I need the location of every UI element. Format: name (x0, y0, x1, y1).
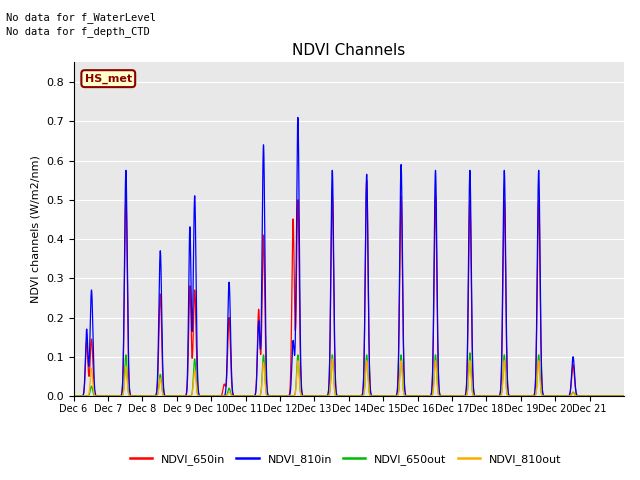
NDVI_650out (70, 393, 77, 399)
NDVI_650out (419, 393, 427, 399)
NDVI_650out (466, 350, 474, 356)
NDVI_810out (508, 393, 515, 399)
NDVI_650out (620, 393, 628, 399)
Line: NDVI_650out: NDVI_650out (74, 353, 624, 396)
NDVI_810out (328, 356, 336, 361)
NDVI_650in (419, 393, 427, 399)
NDVI_810in (419, 393, 427, 399)
Text: No data for f_WaterLevel: No data for f_WaterLevel (6, 12, 156, 23)
Legend: NDVI_650in, NDVI_810in, NDVI_650out, NDVI_810out: NDVI_650in, NDVI_810in, NDVI_650out, NDV… (125, 450, 566, 469)
NDVI_650in (478, 393, 486, 399)
NDVI_810out (396, 382, 403, 387)
NDVI_650out (614, 393, 622, 399)
NDVI_810out (620, 393, 628, 399)
Line: NDVI_810in: NDVI_810in (74, 118, 624, 396)
Line: NDVI_810out: NDVI_810out (74, 359, 624, 396)
NDVI_810in (269, 393, 276, 399)
NDVI_810in (294, 115, 301, 120)
NDVI_650in (363, 177, 371, 183)
NDVI_650out (97, 393, 105, 399)
NDVI_810out (70, 393, 77, 399)
NDVI_650out (508, 393, 515, 399)
NDVI_650in (70, 393, 77, 399)
NDVI_650out (478, 393, 486, 399)
NDVI_810in (396, 290, 403, 296)
NDVI_810in (478, 393, 486, 399)
NDVI_650in (508, 393, 515, 399)
Text: HS_met: HS_met (84, 73, 132, 84)
Y-axis label: NDVI channels (W/m2/nm): NDVI channels (W/m2/nm) (31, 155, 40, 303)
NDVI_810out (614, 393, 622, 399)
NDVI_650in (269, 393, 276, 399)
Line: NDVI_650in: NDVI_650in (74, 180, 624, 396)
NDVI_810in (70, 393, 77, 399)
NDVI_650in (396, 304, 403, 310)
NDVI_810out (419, 393, 427, 399)
NDVI_650in (97, 393, 105, 399)
NDVI_810out (269, 393, 276, 399)
NDVI_810in (508, 393, 515, 399)
NDVI_650in (620, 393, 628, 399)
NDVI_650out (269, 393, 276, 399)
NDVI_650out (396, 381, 403, 386)
Title: NDVI Channels: NDVI Channels (292, 44, 405, 59)
NDVI_810out (97, 393, 105, 399)
NDVI_810in (620, 393, 628, 399)
NDVI_810out (478, 393, 486, 399)
Text: No data for f_depth_CTD: No data for f_depth_CTD (6, 26, 150, 37)
NDVI_810in (97, 393, 105, 399)
